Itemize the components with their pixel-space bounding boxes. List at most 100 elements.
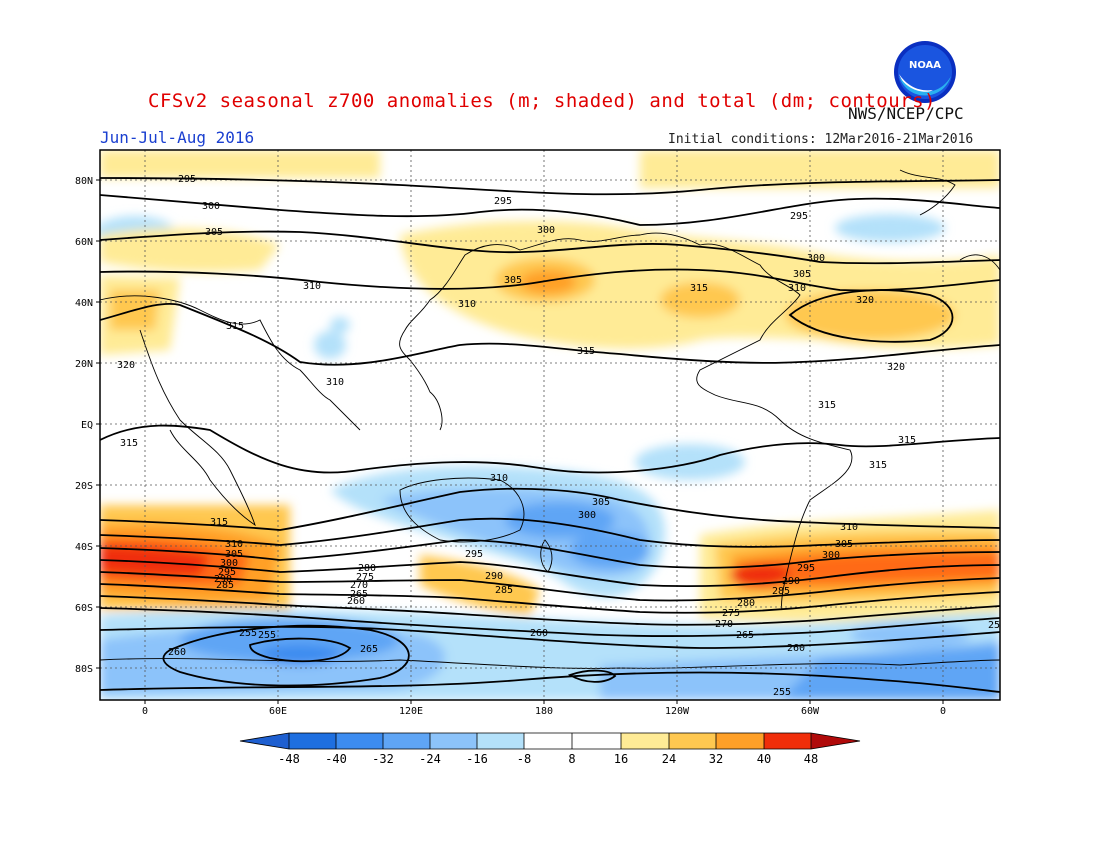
colorbar-swatches (289, 733, 811, 749)
lon-label: 120W (665, 706, 690, 717)
contour-label: 315 (120, 438, 138, 449)
contour-label: 310 (788, 283, 806, 294)
contour-label: 260 (347, 596, 365, 607)
contour-label: 280 (737, 598, 755, 609)
colorbar-swatch (669, 733, 716, 749)
contour-label: 310 (225, 539, 243, 550)
contour-label: 295 (790, 211, 808, 222)
contour-label: 315 (898, 435, 916, 446)
contour-label: 290 (214, 574, 232, 585)
page-title: CFSv2 seasonal z700 anomalies (m; shaded… (148, 90, 936, 112)
contour-label: 305 (835, 539, 853, 550)
initial-conditions: Initial conditions: 12Mar2016-21Mar2016 (668, 132, 974, 147)
agency-label: NWS/NCEP/CPC (848, 104, 964, 123)
contour-label: 305 (225, 549, 243, 560)
colorbar-label: -8 (517, 752, 531, 766)
colorbar-label: 24 (662, 752, 676, 766)
lat-label: 80N (75, 176, 93, 187)
contour-label: 265 (736, 630, 754, 641)
contour-label: 290 (782, 576, 800, 587)
lon-label: 120E (399, 706, 423, 717)
lon-label: 180 (535, 706, 553, 717)
contour-label-group: 295 300 305 310 315 320 310 295 300 305 … (117, 174, 1000, 698)
contour-label: 300 (220, 558, 238, 569)
contour-label: 315 (210, 517, 228, 528)
colorbar-swatch (289, 733, 336, 749)
colorbar-labels: -48 -40 -32 -24 -16 -8 8 16 24 32 40 48 (278, 752, 818, 766)
contour-label: 300 (807, 253, 825, 264)
contour-label: 310 (326, 377, 344, 388)
contour-label: 315 (869, 460, 887, 471)
contour-label: 255 (258, 630, 276, 641)
map-area: 295 300 305 310 315 320 310 295 300 305 … (100, 150, 1000, 700)
colorbar-label: 32 (709, 752, 723, 766)
contour-label: 310 (490, 473, 508, 484)
contour-label: 300 (822, 550, 840, 561)
contour-label: 255 (239, 628, 257, 639)
height-contours (100, 177, 1000, 693)
contour-label: 320 (887, 362, 905, 373)
lon-label: 0 (940, 706, 946, 717)
lat-label: EQ (81, 420, 93, 431)
colorbar-label: 40 (757, 752, 771, 766)
contour-label: 255 (773, 687, 791, 698)
colorbar-label: -24 (419, 752, 441, 766)
contour-label: 285 (772, 586, 790, 597)
colorbar-swatch (336, 733, 383, 749)
contour-label: 300 (202, 201, 220, 212)
contour-label: 260 (168, 647, 186, 658)
contour-label: 295 (178, 174, 196, 185)
contour-label: 315 (226, 321, 244, 332)
contour-label: 270 (350, 580, 368, 591)
contour-label: 280 (358, 563, 376, 574)
lat-label: 20N (75, 359, 93, 370)
axis-ticks (96, 179, 944, 704)
forecast-period: Jun-Jul-Aug 2016 (100, 128, 255, 147)
colorbar-label: -32 (372, 752, 394, 766)
contour-label: 285 (495, 585, 513, 596)
colorbar-dividers (239, 732, 861, 750)
contour-label: 315 (577, 346, 595, 357)
contour-label: 295 (797, 563, 815, 574)
contour-label: 270 (715, 619, 733, 630)
colorbar-swatch (524, 733, 621, 749)
colorbar-label: -40 (325, 752, 347, 766)
colorbar-high-arrow (811, 733, 860, 749)
contour-label: 25 (988, 620, 1000, 631)
contour-label: 300 (537, 225, 555, 236)
contour-label: 310 (303, 281, 321, 292)
lat-label: 80S (75, 664, 93, 675)
colorbar-swatch (477, 733, 524, 749)
contour-label: 305 (504, 275, 522, 286)
colorbar-swatch (764, 733, 811, 749)
contour-label: 290 (485, 571, 503, 582)
colorbar-label: 48 (804, 752, 818, 766)
lat-label: 60N (75, 237, 93, 248)
colorbar-label: 8 (568, 752, 575, 766)
contour-label: 265 (360, 644, 378, 655)
lat-label: 40S (75, 542, 93, 553)
contour-label: 315 (818, 400, 836, 411)
contour-label: 315 (690, 283, 708, 294)
lon-labels: 0 60E 120E 180 120W 60W 0 (142, 706, 946, 717)
graticule (100, 150, 1000, 700)
colorbar-swatch (621, 733, 669, 749)
contour-label: 320 (117, 360, 135, 371)
contour-label: 305 (205, 227, 223, 238)
contour-label: 310 (458, 299, 476, 310)
colorbar-swatch (383, 733, 430, 749)
contour-label: 285 (216, 580, 234, 591)
logo-text: NOAA (909, 60, 941, 71)
noaa-logo: NOAA (894, 41, 956, 103)
contour-label: 295 (218, 567, 236, 578)
colorbar-low-arrow (240, 733, 289, 749)
contour-label: 295 (465, 549, 483, 560)
contour-label: 260 (787, 643, 805, 654)
contour-label: 260 (530, 628, 548, 639)
lon-label: 60W (801, 706, 820, 717)
lat-label: 40N (75, 298, 93, 309)
lon-label: 60E (269, 706, 287, 717)
contour-label: 300 (578, 510, 596, 521)
